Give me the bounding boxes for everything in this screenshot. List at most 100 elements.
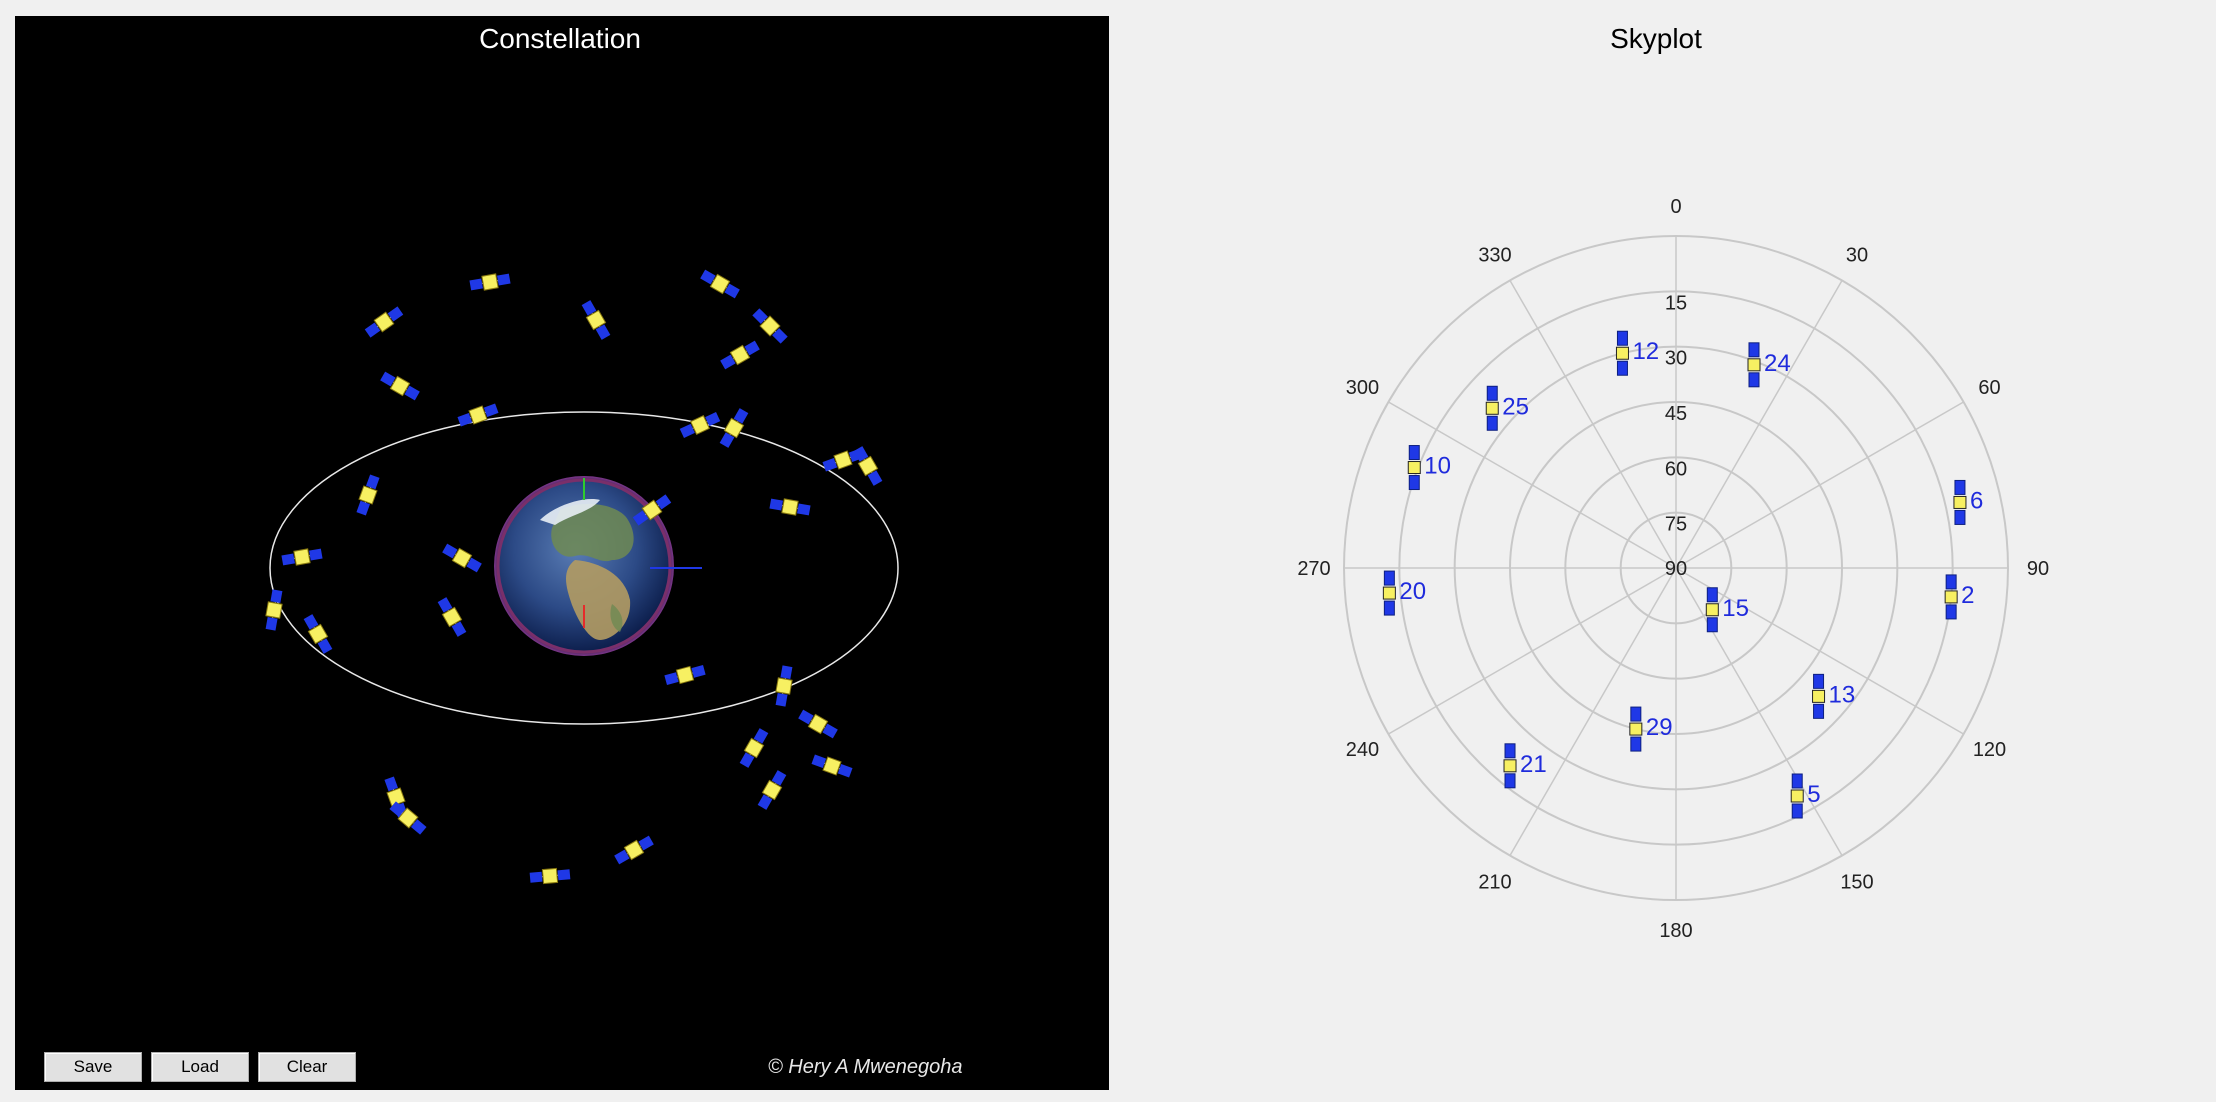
- skyplot-satellite[interactable]: 15: [1705, 587, 1749, 633]
- satellite-icon: [719, 408, 749, 448]
- satellite-icon: [303, 614, 333, 654]
- satellite-icon: [581, 300, 611, 340]
- skyplot-title: Skyplot: [1610, 23, 1702, 54]
- satellite-prn-label: 5: [1807, 781, 1820, 808]
- azimuth-label: 330: [1478, 244, 1511, 266]
- save-button[interactable]: Save: [44, 1052, 142, 1082]
- satellite-icon: [632, 494, 672, 526]
- skyplot-satellite[interactable]: 21: [1503, 743, 1547, 789]
- solar-panel: [1954, 479, 1966, 495]
- satellite-icon: [364, 306, 404, 338]
- solar-panel: [1504, 773, 1516, 789]
- skyplot-spoke: [1675, 567, 1964, 735]
- skyplot-spoke: [1675, 401, 1964, 569]
- satellite-icon: [614, 835, 654, 865]
- solar-panel: [1748, 342, 1760, 358]
- satellite-icon: [437, 597, 467, 637]
- azimuth-label: 0: [1670, 196, 1681, 218]
- satellite-prn-label: 29: [1646, 714, 1673, 741]
- author-credit: © Hery A Mwenegoha: [768, 1056, 962, 1078]
- skyplot-spoke: [1675, 280, 1843, 569]
- azimuth-label: 300: [1346, 377, 1379, 399]
- skyplot-axis-labels: 0306090120150180210240270300330153045607…: [1297, 196, 2049, 942]
- azimuth-label: 90: [2027, 558, 2049, 580]
- earth-globe[interactable]: [494, 476, 674, 656]
- solar-panel: [1945, 574, 1957, 590]
- satellite-icon: [720, 340, 760, 370]
- azimuth-label: 30: [1846, 244, 1868, 266]
- satellite-icon: [853, 446, 883, 486]
- skyplot-satellite[interactable]: 6: [1953, 479, 1983, 525]
- satellite-prn-label: 2: [1961, 582, 1974, 609]
- skyplot-satellite[interactable]: 2: [1944, 574, 1975, 620]
- azimuth-label: 120: [1973, 739, 2006, 761]
- satellite-prn-label: 25: [1502, 393, 1529, 420]
- satellite-icon: [356, 474, 380, 516]
- solar-panel: [1486, 385, 1498, 401]
- skyplot-satellite[interactable]: 29: [1629, 706, 1673, 752]
- solar-panel: [1408, 445, 1420, 461]
- satellite-body: [1812, 689, 1826, 703]
- azimuth-label: 240: [1346, 739, 1379, 761]
- skyplot-satellite[interactable]: 20: [1382, 570, 1426, 616]
- solar-panel: [1791, 803, 1803, 819]
- solar-panel: [1813, 673, 1825, 689]
- satellite-icon: [664, 664, 706, 686]
- satellite-prn-label: 15: [1722, 595, 1749, 622]
- elevation-label: 60: [1665, 458, 1687, 480]
- elevation-label: 15: [1665, 292, 1687, 314]
- skyplot-spoke: [1509, 567, 1677, 856]
- constellation-panel: Constellation © Hery A Mwenegoha: [15, 16, 1109, 1090]
- skyplot-satellite[interactable]: 25: [1485, 385, 1529, 431]
- satellite-body: [1705, 603, 1719, 617]
- skyplot-satellite[interactable]: 5: [1790, 773, 1821, 819]
- azimuth-label: 270: [1297, 558, 1330, 580]
- satellite-prn-label: 20: [1399, 578, 1426, 605]
- satellite-icon: [469, 273, 511, 291]
- skyplot-satellite[interactable]: 12: [1615, 330, 1659, 376]
- solar-panel: [1383, 570, 1395, 586]
- elevation-label: 45: [1665, 403, 1687, 425]
- satellite-body: [1485, 401, 1499, 415]
- satellite-body: [1615, 346, 1629, 360]
- satellite-body: [1629, 722, 1643, 736]
- skyplot-satellite[interactable]: 10: [1407, 445, 1451, 491]
- azimuth-label: 60: [1978, 377, 2000, 399]
- solar-panel: [1813, 703, 1825, 719]
- constellation-satellites: [265, 269, 883, 885]
- clear-button[interactable]: Clear: [258, 1052, 356, 1082]
- solar-panel: [1945, 604, 1957, 620]
- satellite-prn-label: 10: [1424, 453, 1451, 480]
- solar-panel: [1616, 330, 1628, 346]
- satellite-body: [1407, 461, 1421, 475]
- satellite-icon: [679, 412, 721, 438]
- satellite-icon: [775, 665, 793, 707]
- solar-panel: [1706, 617, 1718, 633]
- satellite-icon: [739, 728, 769, 768]
- skyplot-spoke: [1388, 567, 1677, 735]
- skyplot-satellite[interactable]: 24: [1747, 342, 1791, 388]
- satellite-icon: [389, 801, 427, 835]
- skyplot-spoke: [1675, 567, 1843, 856]
- load-button[interactable]: Load: [151, 1052, 249, 1082]
- satellite-icon: [798, 709, 838, 739]
- solar-panel: [1408, 475, 1420, 491]
- satellite-icon: [757, 770, 787, 810]
- solar-panel: [1748, 372, 1760, 388]
- solar-panel: [1616, 360, 1628, 376]
- satellite-prn-label: 24: [1764, 350, 1791, 377]
- skyplot-panel: Skyplot 03060901201501802102402703003301…: [1297, 23, 2049, 942]
- skyplot-satellite[interactable]: 13: [1812, 673, 1856, 719]
- skyplot-spoke: [1388, 401, 1677, 569]
- satellite-icon: [700, 269, 740, 299]
- satellite-icon: [811, 754, 853, 778]
- solar-panel: [1383, 600, 1395, 616]
- satellite-body: [1790, 789, 1804, 803]
- solar-panel: [1630, 736, 1642, 752]
- solar-panel: [1791, 773, 1803, 789]
- solar-panel: [1630, 706, 1642, 722]
- solar-panel: [1954, 509, 1966, 525]
- satellite-icon: [281, 548, 323, 566]
